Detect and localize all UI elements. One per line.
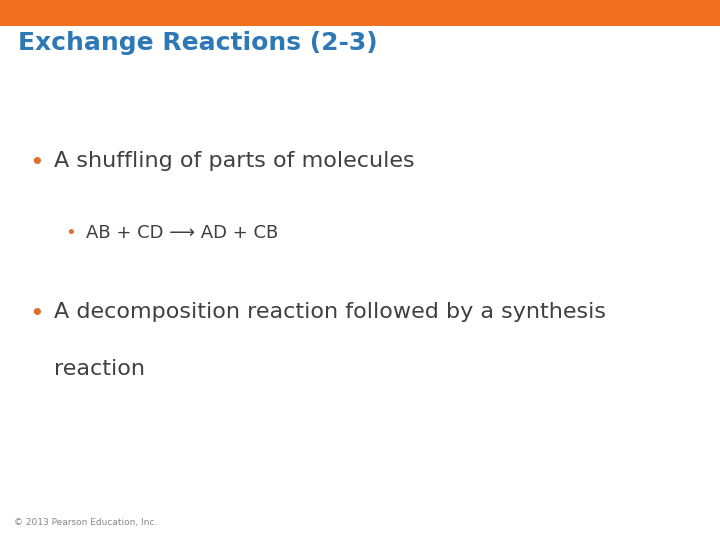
Text: © 2013 Pearson Education, Inc.: © 2013 Pearson Education, Inc.: [14, 517, 158, 526]
Bar: [0, 0, 720, 26]
Text: •: •: [65, 224, 76, 242]
Text: •: •: [29, 151, 43, 175]
Text: •: •: [29, 302, 43, 326]
Text: Exchange Reactions (2-3): Exchange Reactions (2-3): [18, 31, 377, 55]
Text: reaction: reaction: [54, 359, 145, 379]
Text: A shuffling of parts of molecules: A shuffling of parts of molecules: [54, 151, 415, 171]
Text: AB + CD ⟶ AD + CB: AB + CD ⟶ AD + CB: [86, 224, 279, 242]
Text: A decomposition reaction followed by a synthesis: A decomposition reaction followed by a s…: [54, 302, 606, 322]
